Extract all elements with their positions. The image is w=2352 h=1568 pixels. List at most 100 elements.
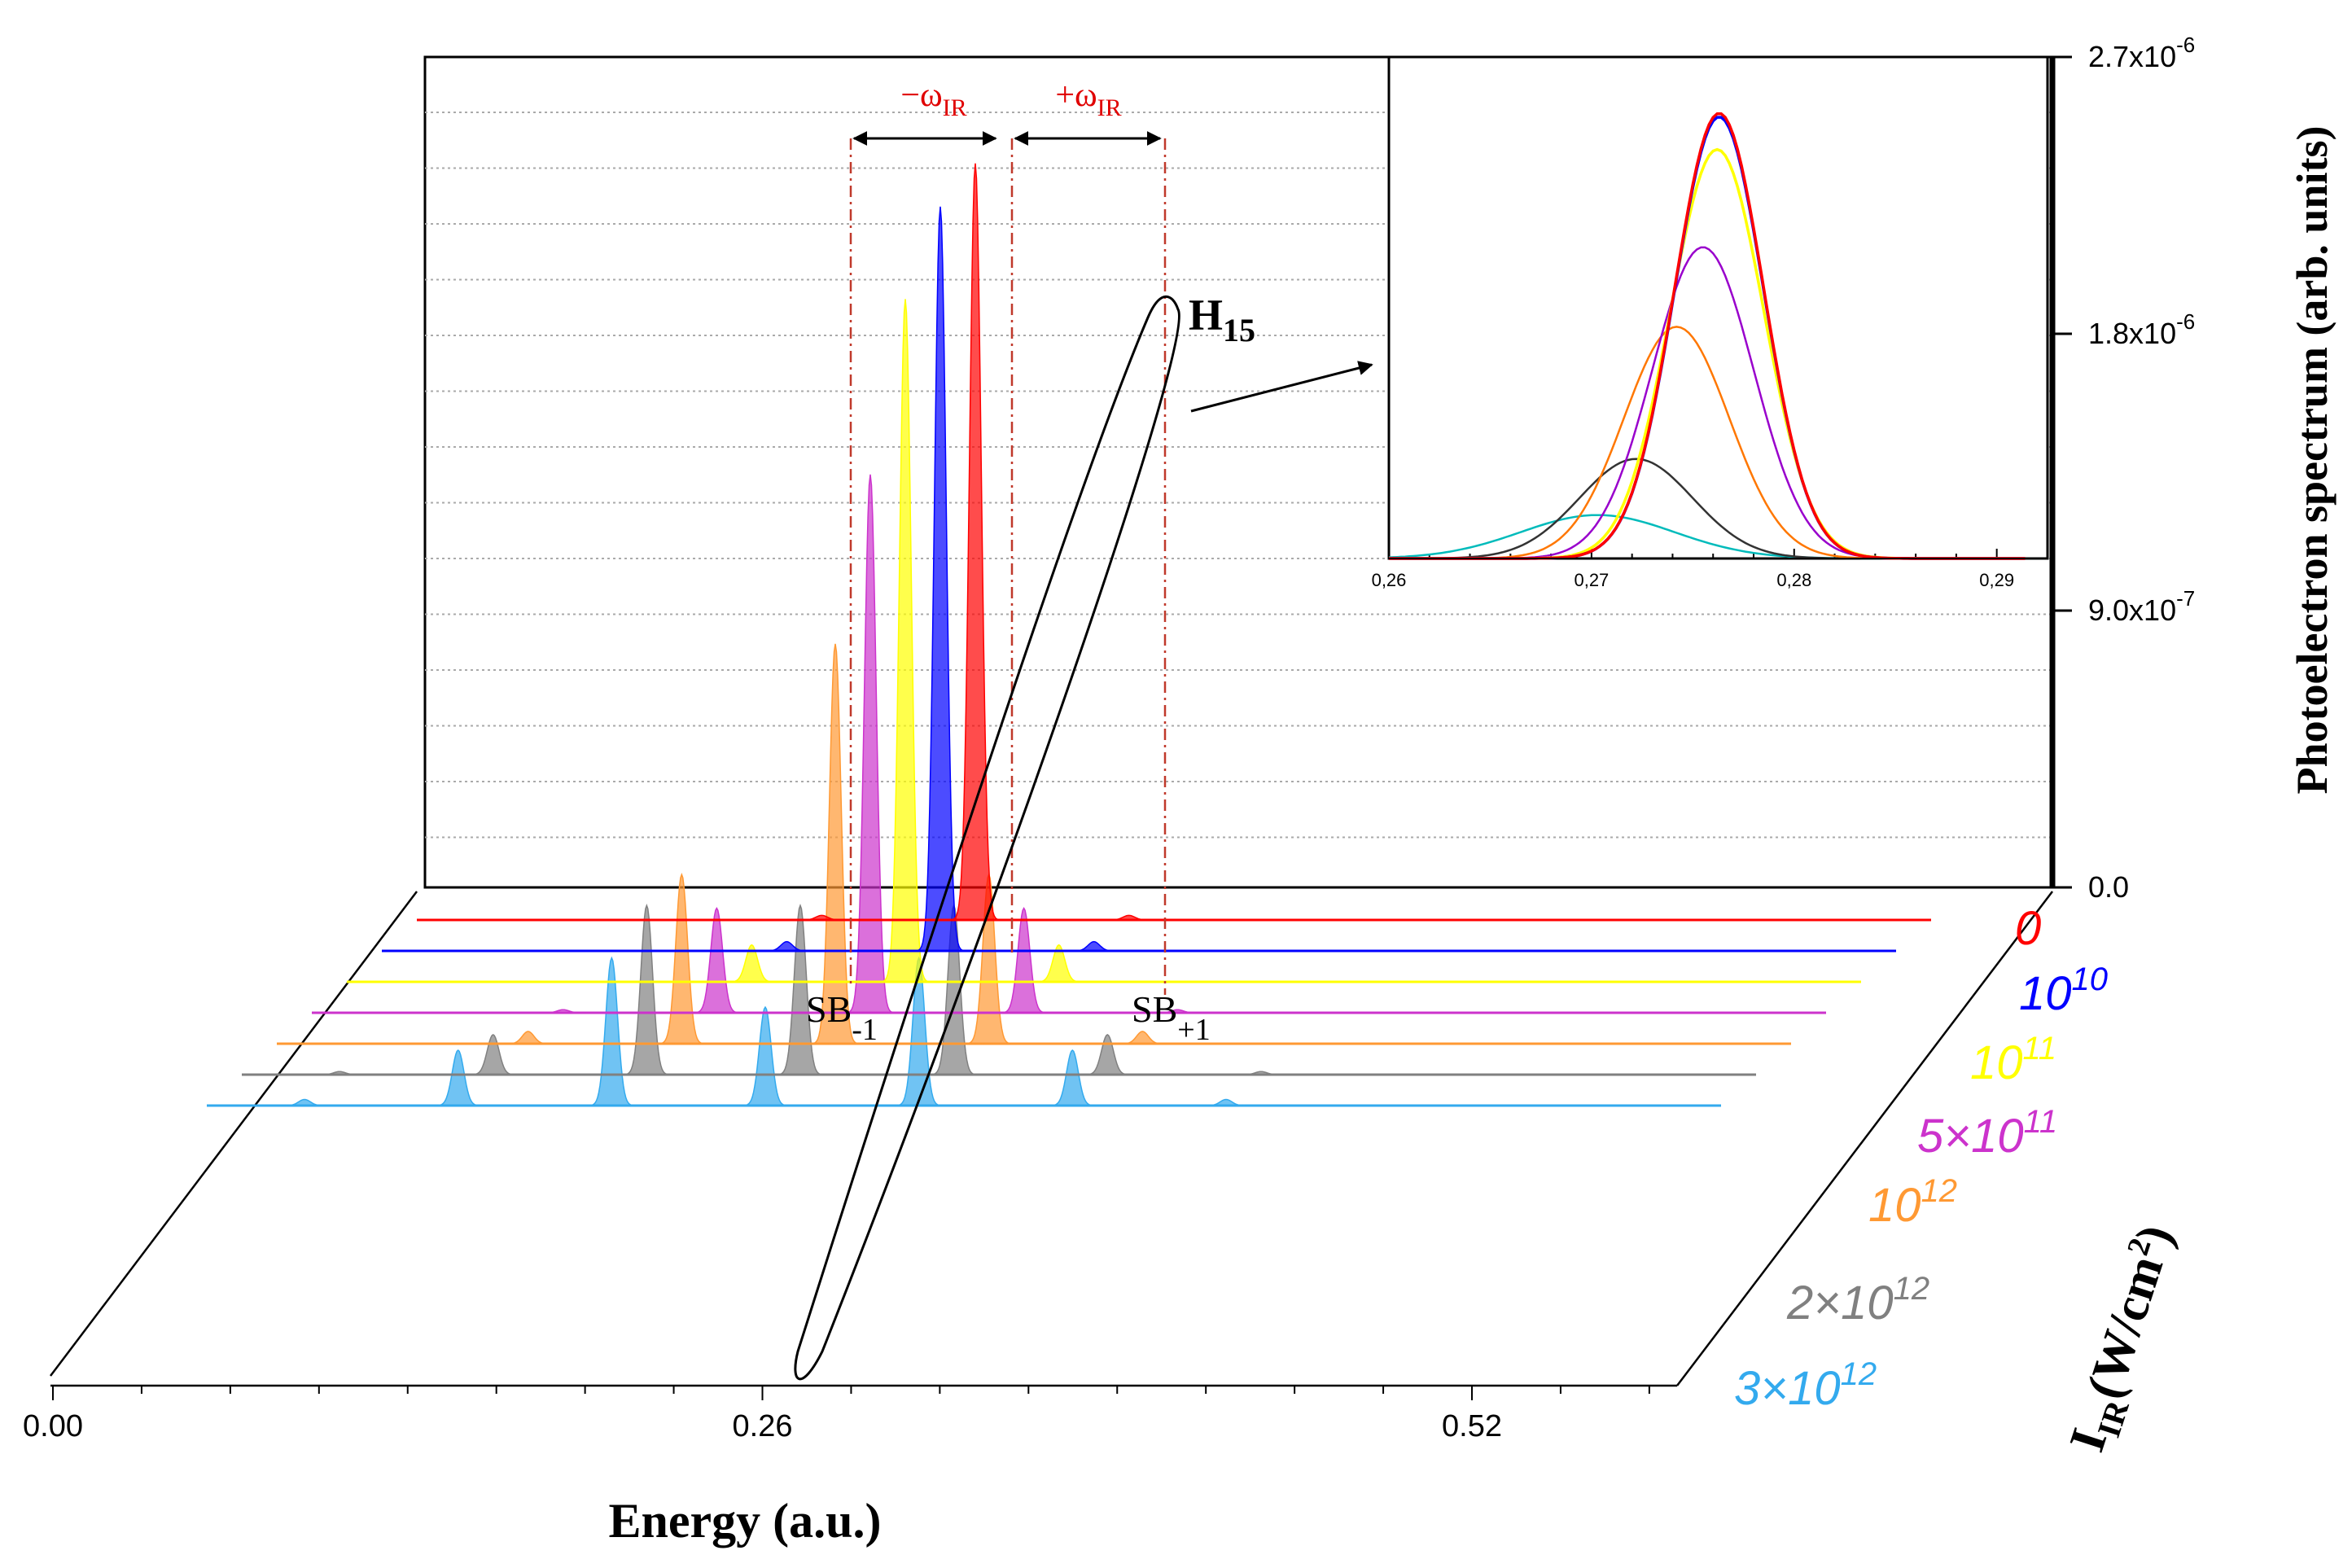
y-tick-exp: -6 (2176, 33, 2195, 57)
minus-omega-sub: IR (943, 94, 967, 121)
series-label-base: 2×10 (1786, 1277, 1894, 1329)
peak-5-0 (776, 903, 824, 1075)
minus-omega-main: −ω (900, 77, 942, 114)
y-tick-base: 1.8x10 (2088, 317, 2176, 350)
waterfall-spectra (207, 163, 1931, 1107)
sb-plus-label: SB+1 (1132, 988, 1211, 1047)
y-tick-label: 1.8x10-6 (2088, 309, 2195, 350)
series-label-base: 5×10 (1917, 1110, 2024, 1163)
series-label-base: 3×10 (1734, 1362, 1841, 1415)
y-tick-label: 9.0x10-7 (2088, 586, 2195, 627)
peak-0-2 (1105, 914, 1153, 921)
peak-5-1 (622, 903, 671, 1075)
peak-1-0 (916, 206, 964, 952)
x-tick-label: 0.52 (1442, 1409, 1502, 1443)
x-axis-title: Energy (a.u.) (609, 1494, 882, 1548)
peak-4-0 (811, 643, 859, 1045)
peak-6-0 (741, 1005, 789, 1106)
series-label-base: 10 (1970, 1036, 2023, 1089)
peak-1-2 (1070, 940, 1118, 952)
sb-plus-sub: +1 (1177, 1013, 1210, 1047)
peak-5-3 (469, 1033, 517, 1075)
series-label-exp: 12 (1921, 1173, 1958, 1209)
y-axis-title: Photoelectron spectrum (arb. units) (2288, 126, 2337, 795)
series-label-exp: 11 (2023, 1031, 2057, 1067)
plus-omega-sub: IR (1097, 94, 1122, 121)
sb-minus-main: SB (806, 988, 852, 1030)
peak-6-3 (434, 1049, 482, 1106)
peak-5-6 (1237, 1071, 1285, 1075)
y-tick-exp: -7 (2176, 586, 2195, 611)
z-axis-title: IIR(W/cm2) (2058, 1218, 2191, 1460)
y-tick-label: 2.7x10-6 (2088, 33, 2195, 73)
series-label-exp: 12 (1841, 1356, 1877, 1392)
plus-omega-main: +ω (1055, 77, 1097, 114)
series-1 (382, 206, 1896, 953)
inset-pointer-arrow (1190, 361, 1373, 413)
series-5 (242, 903, 1756, 1076)
y-tick-label: 0.0 (2088, 870, 2129, 904)
peak-6-4 (1048, 1049, 1097, 1106)
peak-5-5 (316, 1071, 363, 1075)
series-label-base: 10 (2019, 967, 2072, 1020)
peak-5-4 (1083, 1033, 1132, 1075)
plus-omega-label: +ωIR (1055, 77, 1121, 121)
h15-ellipse (794, 295, 1180, 1381)
y-tick-exp: -6 (2176, 309, 2195, 334)
floor-right-edge (1676, 891, 2053, 1386)
series-label-3: 5×1011 (1917, 1104, 2057, 1163)
series-2 (347, 299, 1861, 983)
series-4 (277, 643, 1791, 1045)
peak-1-1 (763, 940, 811, 952)
z-axis-title-rest: (W/cm (2076, 1249, 2174, 1404)
sb-minus-label: SB-1 (806, 988, 878, 1047)
y-axis: 0.09.0x10-71.8x10-62.7x10-6 (2049, 33, 2195, 904)
peak-3-3 (539, 1009, 587, 1014)
peak-6-5 (281, 1098, 328, 1106)
floor-left-edge (50, 891, 418, 1377)
series-label-base: 0 (2015, 902, 2041, 955)
harmonic-label: H15 (1189, 291, 1255, 348)
inset-x-tick-label: 0,27 (1574, 570, 1609, 590)
inset-x-tick-label: 0,26 (1372, 570, 1407, 590)
y-tick-base: 0.0 (2088, 870, 2129, 904)
peak-4-1 (657, 872, 706, 1045)
x-axis: 0.00 0.26 0.52 (23, 1386, 1650, 1443)
peak-2-2 (1035, 944, 1083, 983)
inset-frame (1387, 55, 2049, 560)
peak-2-1 (727, 944, 776, 983)
x-tick-label: 0.00 (23, 1409, 83, 1443)
y-tick-base: 2.7x10 (2088, 40, 2176, 73)
harmonic-label-sub: 15 (1223, 312, 1255, 348)
series-label-exp: 11 (2024, 1104, 2058, 1140)
series-label-exp: 12 (1894, 1271, 1930, 1307)
peak-6-1 (587, 956, 636, 1106)
series-3 (312, 474, 1826, 1014)
x-tick-label: 0.26 (733, 1409, 793, 1443)
harmonic-label-main: H (1189, 291, 1223, 339)
peak-6-6 (1202, 1098, 1250, 1106)
series-label-4: 1012 (1868, 1173, 1957, 1232)
peak-4-4 (1118, 1031, 1167, 1045)
sb-plus-main: SB (1132, 988, 1177, 1030)
series-label-5: 2×1012 (1786, 1271, 1929, 1329)
peak-3-1 (692, 907, 741, 1014)
series-6 (207, 956, 1721, 1107)
series-label-0: 0 (2015, 902, 2041, 955)
y-tick-base: 9.0x10 (2088, 593, 2176, 627)
series-label-exp: 10 (2072, 961, 2109, 997)
series-label-2: 1011 (1970, 1031, 2056, 1089)
inset-chart: 0,26 0,27 0,28 0,29 (1372, 55, 2049, 590)
series-label-1: 1010 (2019, 961, 2108, 1020)
peak-2-0 (881, 299, 929, 983)
peak-4-3 (504, 1031, 552, 1045)
peak-0-1 (798, 914, 846, 921)
peak-3-4 (1154, 1009, 1202, 1014)
inset-x-tick-label: 0,28 (1776, 570, 1811, 590)
minus-omega-label: −ωIR (900, 77, 966, 121)
series-label-base: 10 (1868, 1179, 1921, 1232)
sb-minus-sub: -1 (852, 1013, 878, 1047)
